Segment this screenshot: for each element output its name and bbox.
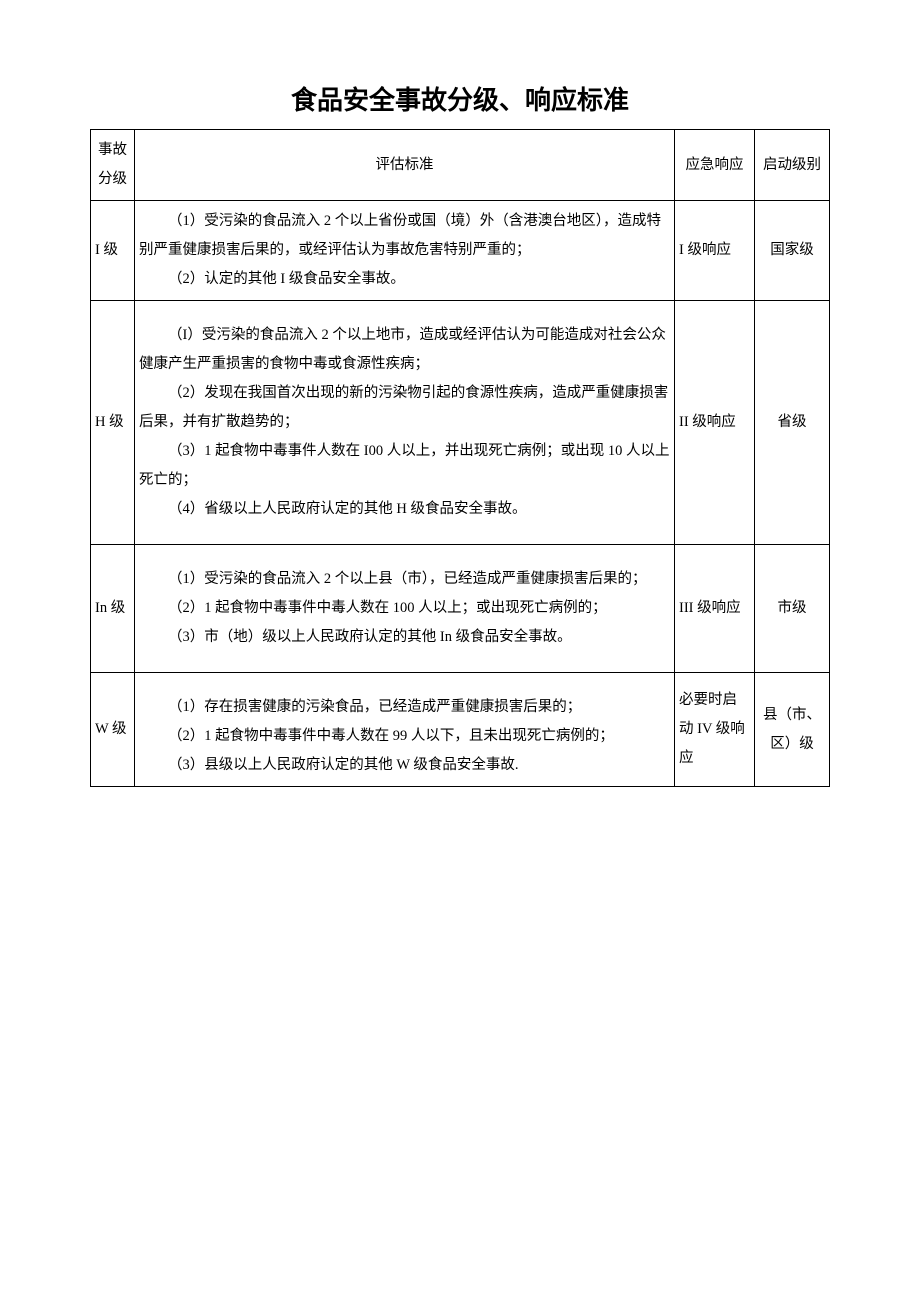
criteria-item: （2）1 起食物中毒事件中毒人数在 100 人以上；或出现死亡病例的； <box>139 594 670 623</box>
cell-response: 必要时启动 IV 级响应 <box>675 673 755 787</box>
cell-level: H 级 <box>91 301 135 545</box>
cell-response: I 级响应 <box>675 201 755 301</box>
table-row: I 级 （1）受污染的食品流入 2 个以上省份或国（境）外（含港澳台地区），造成… <box>91 201 830 301</box>
cell-criteria: （1）存在损害健康的污染食品，已经造成严重健康损害后果的； （2）1 起食物中毒… <box>135 673 675 787</box>
header-level: 事故分级 <box>91 130 135 201</box>
cell-response: II 级响应 <box>675 301 755 545</box>
cell-criteria: （I）受污染的食品流入 2 个以上地市，造成或经评估认为可能造成对社会公众健康产… <box>135 301 675 545</box>
table-header-row: 事故分级 评估标准 应急响应 启动级别 <box>91 130 830 201</box>
header-activate: 启动级别 <box>755 130 830 201</box>
criteria-item: （2）发现在我国首次出现的新的污染物引起的食源性疾病，造成严重健康损害后果，并有… <box>139 379 670 437</box>
cell-level: In 级 <box>91 545 135 673</box>
cell-activate: 县（市、区）级 <box>755 673 830 787</box>
criteria-item: （2）1 起食物中毒事件中毒人数在 99 人以下，且未出现死亡病例的； <box>139 722 670 751</box>
criteria-item: （1）受污染的食品流入 2 个以上县（市），已经造成严重健康损害后果的； <box>139 565 670 594</box>
criteria-item: （I）受污染的食品流入 2 个以上地市，造成或经评估认为可能造成对社会公众健康产… <box>139 321 670 379</box>
cell-criteria: （1）受污染的食品流入 2 个以上县（市），已经造成严重健康损害后果的； （2）… <box>135 545 675 673</box>
criteria-item: （1）存在损害健康的污染食品，已经造成严重健康损害后果的； <box>139 693 670 722</box>
cell-level: I 级 <box>91 201 135 301</box>
cell-criteria: （1）受污染的食品流入 2 个以上省份或国（境）外（含港澳台地区），造成特别严重… <box>135 201 675 301</box>
criteria-item: （2）认定的其他 I 级食品安全事故。 <box>139 265 670 294</box>
cell-response: III 级响应 <box>675 545 755 673</box>
cell-level: W 级 <box>91 673 135 787</box>
criteria-item: （4）省级以上人民政府认定的其他 H 级食品安全事故。 <box>139 495 670 524</box>
cell-activate: 市级 <box>755 545 830 673</box>
table-row: H 级 （I）受污染的食品流入 2 个以上地市，造成或经评估认为可能造成对社会公… <box>91 301 830 545</box>
criteria-item: （3）县级以上人民政府认定的其他 W 级食品安全事故. <box>139 751 670 780</box>
criteria-item: （3）市（地）级以上人民政府认定的其他 In 级食品安全事故。 <box>139 623 670 652</box>
cell-activate: 省级 <box>755 301 830 545</box>
table-row: In 级 （1）受污染的食品流入 2 个以上县（市），已经造成严重健康损害后果的… <box>91 545 830 673</box>
header-criteria: 评估标准 <box>135 130 675 201</box>
cell-activate: 国家级 <box>755 201 830 301</box>
header-response: 应急响应 <box>675 130 755 201</box>
criteria-item: （1）受污染的食品流入 2 个以上省份或国（境）外（含港澳台地区），造成特别严重… <box>139 207 670 265</box>
page-title: 食品安全事故分级、响应标准 <box>90 80 830 117</box>
table-row: W 级 （1）存在损害健康的污染食品，已经造成严重健康损害后果的； （2）1 起… <box>91 673 830 787</box>
classification-table: 事故分级 评估标准 应急响应 启动级别 I 级 （1）受污染的食品流入 2 个以… <box>90 129 830 787</box>
criteria-item: （3）1 起食物中毒事件人数在 I00 人以上，并出现死亡病例；或出现 10 人… <box>139 437 670 495</box>
